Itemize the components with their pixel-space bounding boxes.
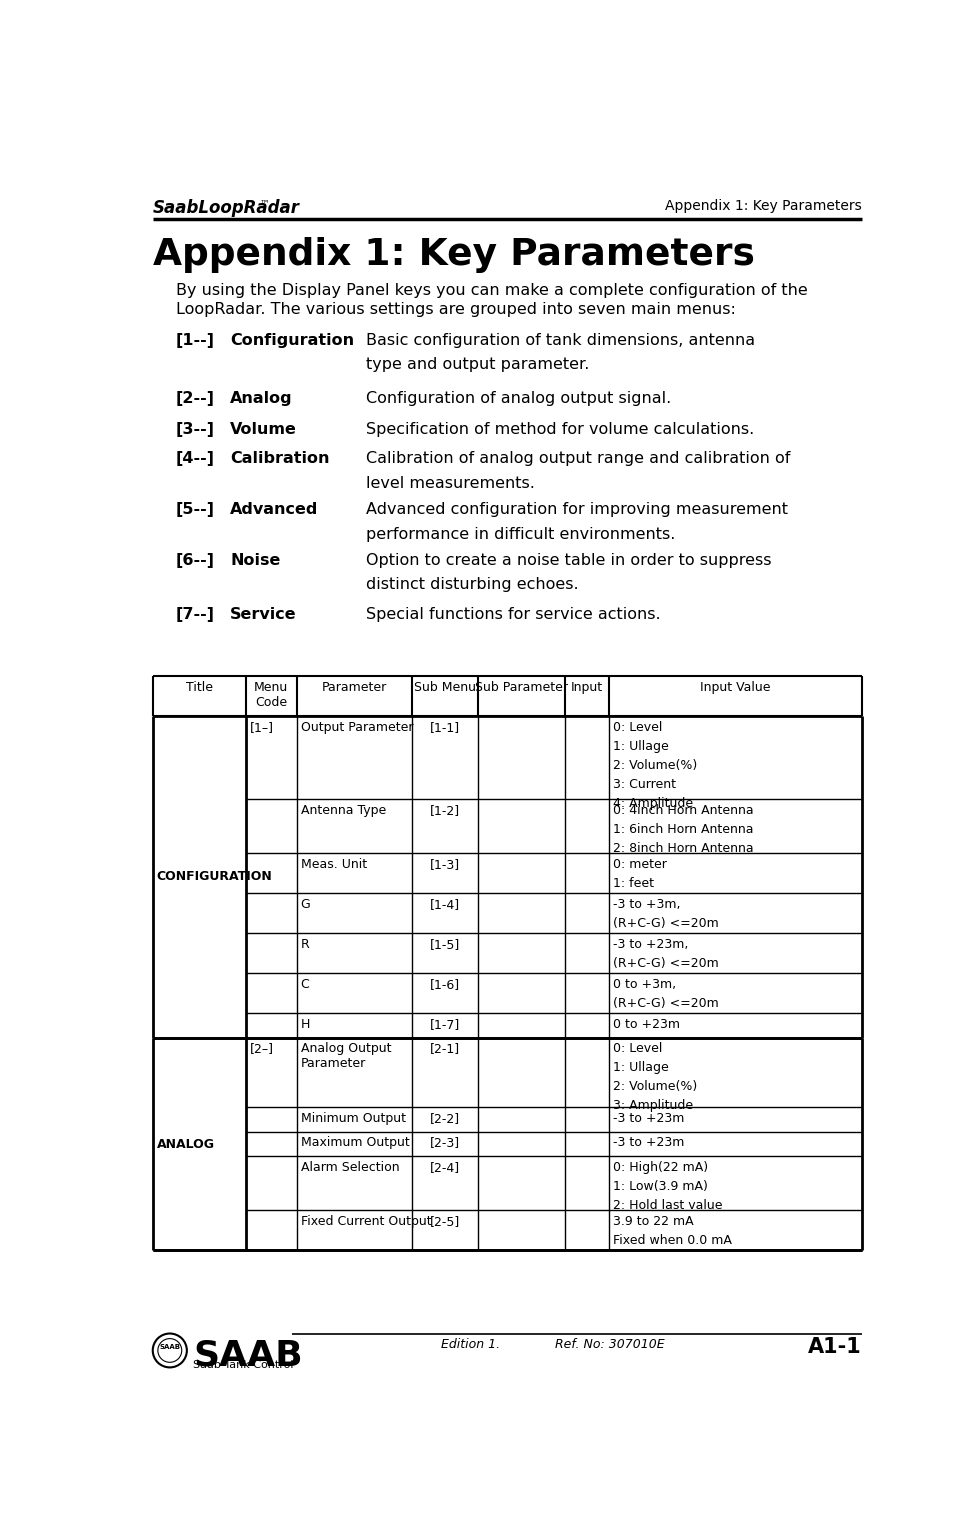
Text: Configuration of analog output signal.: Configuration of analog output signal. xyxy=(366,391,671,406)
Text: Analog Output
Parameter: Analog Output Parameter xyxy=(301,1042,392,1071)
Text: [6--]: [6--] xyxy=(176,553,215,568)
Text: [1-4]: [1-4] xyxy=(430,897,460,911)
Text: Menu
Code: Menu Code xyxy=(254,680,288,708)
Text: 0: Level
1: Ullage
2: Volume(%)
3: Amplitude: 0: Level 1: Ullage 2: Volume(%) 3: Ampli… xyxy=(613,1042,696,1113)
Text: Analog: Analog xyxy=(230,391,293,406)
Text: [1-1]: [1-1] xyxy=(430,720,460,734)
Text: [2-5]: [2-5] xyxy=(430,1214,460,1228)
Text: Noise: Noise xyxy=(230,553,281,568)
Text: Edition 1.: Edition 1. xyxy=(441,1337,500,1351)
Text: [1-2]: [1-2] xyxy=(430,803,460,817)
Text: A1-1: A1-1 xyxy=(808,1336,862,1356)
Text: SAAB: SAAB xyxy=(193,1337,303,1373)
Text: Service: Service xyxy=(230,606,297,622)
Text: Antenna Type: Antenna Type xyxy=(301,803,386,817)
Text: Meas. Unit: Meas. Unit xyxy=(301,857,366,871)
Text: [2-1]: [2-1] xyxy=(430,1042,460,1056)
Text: Appendix 1: Key Parameters: Appendix 1: Key Parameters xyxy=(153,237,755,272)
Text: [1-5]: [1-5] xyxy=(430,937,460,951)
Text: Appendix 1: Key Parameters: Appendix 1: Key Parameters xyxy=(665,199,862,212)
Text: [2--]: [2--] xyxy=(176,391,215,406)
Text: Option to create a noise table in order to suppress
distinct disturbing echoes.: Option to create a noise table in order … xyxy=(366,553,771,593)
Text: [1--]: [1--] xyxy=(176,332,215,348)
Text: 0: meter
1: feet: 0: meter 1: feet xyxy=(613,857,666,890)
Text: [1-7]: [1-7] xyxy=(430,1017,460,1031)
Text: Ref. No: 307010E: Ref. No: 307010E xyxy=(555,1337,665,1351)
Text: Specification of method for volume calculations.: Specification of method for volume calcu… xyxy=(366,422,754,437)
Text: Special functions for service actions.: Special functions for service actions. xyxy=(366,606,660,622)
Text: LoopRadar. The various settings are grouped into seven main menus:: LoopRadar. The various settings are grou… xyxy=(176,302,736,317)
Text: Maximum Output: Maximum Output xyxy=(301,1136,409,1150)
Text: Sub Parameter: Sub Parameter xyxy=(474,680,568,694)
Text: [1–]: [1–] xyxy=(249,720,274,734)
Text: [5--]: [5--] xyxy=(176,502,215,517)
Text: Minimum Output: Minimum Output xyxy=(301,1111,405,1125)
Text: Fixed Current Output: Fixed Current Output xyxy=(301,1214,431,1228)
Text: Configuration: Configuration xyxy=(230,332,355,348)
Text: C: C xyxy=(301,977,310,991)
Text: [1-3]: [1-3] xyxy=(430,857,460,871)
Text: Calibration of analog output range and calibration of
level measurements.: Calibration of analog output range and c… xyxy=(366,451,790,491)
Text: Saab Tank Control: Saab Tank Control xyxy=(193,1359,293,1370)
Text: Volume: Volume xyxy=(230,422,297,437)
Text: [7--]: [7--] xyxy=(176,606,215,622)
Text: Sub Menu: Sub Menu xyxy=(414,680,476,694)
Text: Alarm Selection: Alarm Selection xyxy=(301,1160,399,1174)
Text: G: G xyxy=(301,897,311,911)
Text: [2–]: [2–] xyxy=(249,1042,274,1056)
Text: [2-2]: [2-2] xyxy=(430,1111,460,1125)
Text: 0: Level
1: Ullage
2: Volume(%)
3: Current
4: Amplitude: 0: Level 1: Ullage 2: Volume(%) 3: Curre… xyxy=(613,720,696,810)
Text: [2-3]: [2-3] xyxy=(430,1136,460,1150)
Text: By using the Display Panel keys you can make a complete configuration of the: By using the Display Panel keys you can … xyxy=(176,283,807,299)
Text: Output Parameter: Output Parameter xyxy=(301,720,413,734)
Text: -3 to +3m,
(R+C-G) <=20m: -3 to +3m, (R+C-G) <=20m xyxy=(613,897,719,930)
Text: -3 to +23m,
(R+C-G) <=20m: -3 to +23m, (R+C-G) <=20m xyxy=(613,937,719,970)
Text: [2-4]: [2-4] xyxy=(430,1160,460,1174)
Text: Parameter: Parameter xyxy=(321,680,387,694)
Text: 0 to +23m: 0 to +23m xyxy=(613,1017,680,1031)
Text: CONFIGURATION: CONFIGURATION xyxy=(157,871,273,883)
Text: [1-6]: [1-6] xyxy=(430,977,460,991)
Text: SAAB: SAAB xyxy=(160,1345,180,1350)
Text: -3 to +23m: -3 to +23m xyxy=(613,1136,684,1150)
Text: 0: High(22 mA)
1: Low(3.9 mA)
2: Hold last value: 0: High(22 mA) 1: Low(3.9 mA) 2: Hold la… xyxy=(613,1160,722,1213)
Text: 0: 4inch Horn Antenna
1: 6inch Horn Antenna
2: 8inch Horn Antenna: 0: 4inch Horn Antenna 1: 6inch Horn Ante… xyxy=(613,803,753,854)
Text: H: H xyxy=(301,1017,310,1031)
Text: Advanced: Advanced xyxy=(230,502,318,517)
Text: 3.9 to 22 mA
Fixed when 0.0 mA: 3.9 to 22 mA Fixed when 0.0 mA xyxy=(613,1214,731,1247)
Text: R: R xyxy=(301,937,310,951)
Text: Basic configuration of tank dimensions, antenna
type and output parameter.: Basic configuration of tank dimensions, … xyxy=(366,332,755,372)
Text: 0 to +3m,
(R+C-G) <=20m: 0 to +3m, (R+C-G) <=20m xyxy=(613,977,719,1010)
Text: -3 to +23m: -3 to +23m xyxy=(613,1111,684,1125)
Text: Advanced configuration for improving measurement
performance in difficult enviro: Advanced configuration for improving mea… xyxy=(366,502,788,542)
Text: [4--]: [4--] xyxy=(176,451,215,466)
Text: ™: ™ xyxy=(260,199,270,209)
Text: Input Value: Input Value xyxy=(700,680,770,694)
Text: SaabLoopRadar: SaabLoopRadar xyxy=(153,199,300,217)
Text: Input: Input xyxy=(571,680,603,694)
Text: ANALOG: ANALOG xyxy=(157,1137,214,1151)
Text: Calibration: Calibration xyxy=(230,451,330,466)
Text: Title: Title xyxy=(186,680,212,694)
Text: [3--]: [3--] xyxy=(176,422,215,437)
